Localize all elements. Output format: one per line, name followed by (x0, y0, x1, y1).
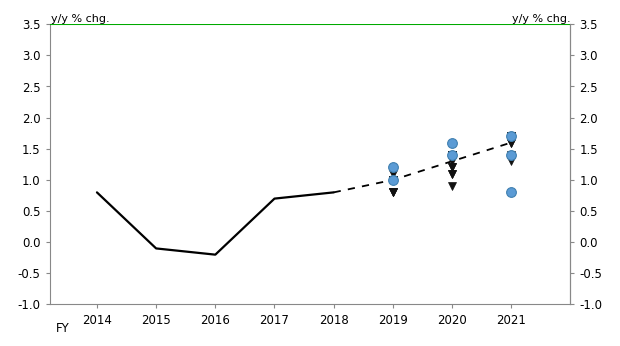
Text: FY: FY (56, 322, 69, 335)
Text: y/y % chg.: y/y % chg. (51, 14, 109, 24)
Text: y/y % chg.: y/y % chg. (512, 14, 570, 24)
